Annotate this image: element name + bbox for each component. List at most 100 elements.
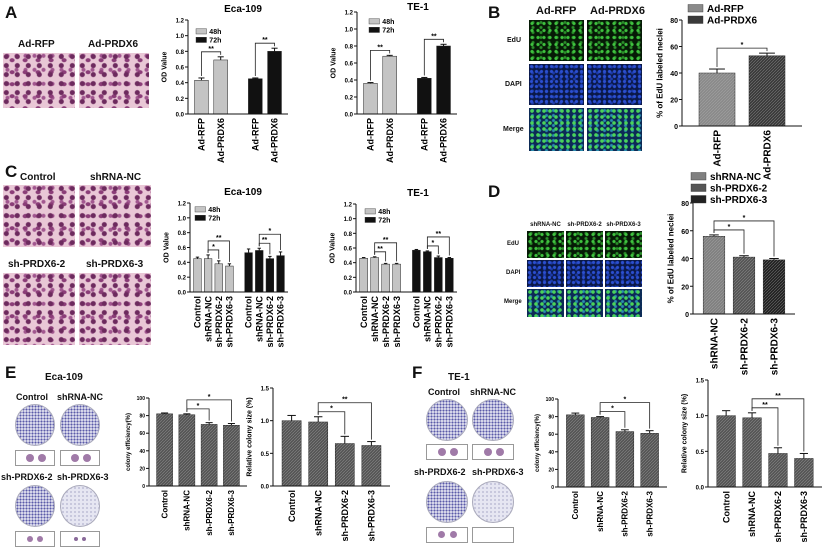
y-tick-label: 100 <box>546 397 555 403</box>
bar-texture <box>201 424 218 486</box>
colony-inset <box>60 531 100 547</box>
y-axis-label: % of EdU labeled neclei <box>667 214 676 304</box>
x-tick-label: shRNA-NC <box>203 296 213 342</box>
significance-bracket <box>713 220 775 257</box>
y-tick-label: 0.8 <box>345 45 354 51</box>
y-tick-label: 80 <box>681 201 689 208</box>
image-label: shRNA-NC <box>90 172 142 183</box>
chart-title: Eca-109 <box>224 187 262 198</box>
x-tick-label: shRNA-NC <box>710 318 721 369</box>
panel-letter-d: D <box>488 182 501 201</box>
bar-texture <box>699 73 735 126</box>
legend-label: 72h <box>208 216 220 223</box>
bar <box>382 55 397 115</box>
image-label: sh-PRDX6-3 <box>86 259 144 270</box>
significance-bracket <box>426 236 450 256</box>
edu-image <box>605 231 642 258</box>
y-tick-label: 1.2 <box>344 203 353 209</box>
x-tick-label: Ad-PRDX6 <box>763 130 774 180</box>
x-tick-label: shRNA-NC <box>370 296 380 342</box>
column-label: Ad-PRDX6 <box>590 5 646 17</box>
y-axis-label: OD Value <box>164 232 171 263</box>
y-tick-label: 1.5 <box>261 387 270 393</box>
x-tick-label: Ad-PRDX6 <box>439 118 449 163</box>
colony-plate <box>60 485 100 527</box>
significance-label: * <box>330 406 333 413</box>
merge-image <box>587 108 642 151</box>
significance-label: * <box>728 224 731 231</box>
x-tick-label: sh-PRDX6-2 <box>340 490 350 542</box>
y-tick-label: 1.0 <box>344 217 353 223</box>
bar-texture <box>335 443 355 486</box>
colony-inset <box>472 527 514 543</box>
merge-image <box>527 289 564 317</box>
dapi-image <box>605 260 642 287</box>
chart-e-6: Control shRNA-NC sh-PRDX6-2 sh-PRDX6-3 0 20 40… <box>126 394 247 536</box>
y-tick-label: 1.0 <box>176 34 185 40</box>
image-label: Ad-RFP <box>18 39 55 50</box>
legend-swatch <box>690 195 707 204</box>
legend-swatch <box>687 15 704 24</box>
colony-plate <box>426 481 468 523</box>
x-tick-label: sh-PRDX6-3 <box>276 296 286 348</box>
edu-image <box>529 20 584 61</box>
significance-label: * <box>208 394 211 401</box>
y-tick-label: 0.2 <box>344 276 353 282</box>
bar <box>434 257 443 293</box>
y-tick-label: 0 <box>674 124 678 131</box>
y-tick-label: 20 <box>681 284 689 291</box>
y-tick-label: 0.5 <box>261 452 270 458</box>
edu-image <box>527 231 564 258</box>
y-axis-label: OD Value <box>162 52 169 83</box>
y-tick-label: 80 <box>548 415 554 421</box>
x-tick-label: shRNA-NC <box>254 296 264 342</box>
legend-swatch <box>687 4 704 13</box>
micrograph-control <box>3 185 75 247</box>
x-tick-label: shRNA-NC <box>183 490 192 531</box>
x-tick-label: sh-PRDX6-2 <box>773 491 783 543</box>
x-tick-label: Control <box>287 490 297 522</box>
colony-plate <box>15 404 55 446</box>
significance-label: ** <box>216 235 222 242</box>
colony-plate <box>15 485 55 527</box>
colony-plate <box>472 399 514 441</box>
chart-title: TE-1 <box>407 188 429 199</box>
significance-label: ** <box>262 237 268 244</box>
bar <box>436 45 451 115</box>
bar-texture <box>640 433 659 487</box>
y-tick-label: 0.6 <box>176 66 185 72</box>
y-tick-label: 0.0 <box>345 113 354 119</box>
bar-texture <box>742 417 762 487</box>
y-tick-label: 100 <box>137 396 146 402</box>
bar-texture <box>591 417 610 487</box>
y-tick-label: 1.2 <box>345 11 354 17</box>
y-tick-label: 0.0 <box>178 291 187 297</box>
y-tick-label: 0.0 <box>176 113 185 119</box>
bar <box>193 258 202 293</box>
micrograph-sh-prdx6-3 <box>79 273 151 345</box>
x-tick-label: sh-PRDX6-2 <box>214 296 224 348</box>
significance-bracket <box>317 402 372 440</box>
column-label: shRNA-NC <box>530 222 561 228</box>
bar <box>417 78 432 115</box>
chart-f-8: Control shRNA-NC sh-PRDX6-2 sh-PRDX6-3 0 20 40… <box>535 397 667 537</box>
colony-plate <box>426 399 468 441</box>
colony-inset <box>15 531 55 547</box>
y-tick-label: 0.4 <box>345 79 354 85</box>
bar-texture <box>768 453 788 487</box>
legend-swatch <box>195 28 207 35</box>
bar-texture <box>749 55 785 126</box>
legend-swatch <box>195 37 207 43</box>
legend-label: sh-PRDX6-3 <box>710 195 768 206</box>
y-tick-label: 40 <box>139 449 145 455</box>
bar <box>214 263 223 293</box>
y-tick-label: 0.6 <box>178 246 187 252</box>
y-tick-label: 20 <box>139 466 145 472</box>
bar-texture <box>308 421 328 486</box>
significance-label: * <box>212 244 215 251</box>
bar <box>213 59 228 115</box>
panel-letter-f: F <box>412 363 423 382</box>
row-label: DAPI <box>505 81 522 88</box>
y-tick-label: 0.4 <box>176 81 185 87</box>
legend-swatch <box>690 183 707 192</box>
